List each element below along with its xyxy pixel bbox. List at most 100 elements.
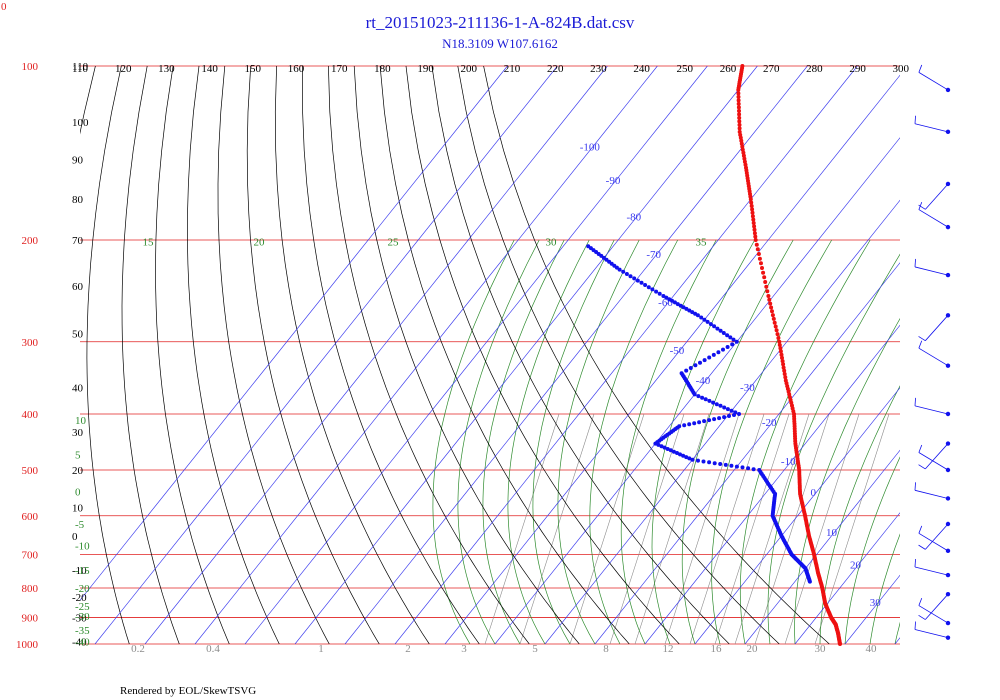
temperature-point [742,159,747,164]
moist-adiabat-line [557,239,640,644]
mixing-ratio-label: 0.2 [131,643,145,655]
dewpoint-point [711,352,716,357]
temperature-point [744,165,748,170]
dry-adiabat-top-label: 290 [849,63,866,75]
isotherm-line [394,66,858,644]
wind-barb-flag [918,204,926,210]
dry-adiabat-left-label: 0 [72,531,78,543]
isotherm-line [294,66,758,644]
dewpoint-point [662,445,667,450]
moist-adiabat-line [589,239,679,644]
temperature-point [750,210,755,215]
mixing-ratio-line [519,413,595,644]
temperature-point [751,221,756,225]
dewpoint-point [650,287,655,292]
temperature-point [739,138,744,143]
dewpoint-point [734,339,739,344]
dry-adiabat-top-label: 180 [374,63,391,75]
moist-adiabat-label: 20 [254,237,266,249]
isotherm-label: -90 [606,175,621,187]
mixing-ratio-label: 1 [318,643,324,655]
dry-adiabat-top-label: 300 [893,63,910,75]
temperature-point [769,305,774,310]
dewpoint-point [701,459,706,464]
pressure-tick-label: 100 [22,61,39,73]
temperature-point [737,126,742,131]
temperature-point [782,372,787,376]
wind-barb-flag [914,621,916,630]
dewpoint-point [632,276,637,281]
dewpoint-point [699,315,704,320]
dewpoint-point [675,451,679,455]
dewpoint-point [628,274,633,279]
temperature-point [737,112,742,117]
pressure-tick-label: 600 [22,511,39,523]
dry-adiabat-line [302,66,480,644]
isotherm-line [694,387,900,644]
wind-barb-staff [925,315,949,341]
isotherm-label: 30 [870,597,882,609]
dry-adiabat-top-label: 140 [201,63,218,75]
temperature-point [771,316,776,321]
mixing-ratio-label: 40 [866,643,878,655]
dewpoint-point [679,371,684,376]
wind-barb-flag [914,558,916,568]
dewpoint-point [675,302,680,307]
dewpoint-point [687,422,692,427]
isotherm-line [444,74,900,644]
dewpoint-point [711,400,716,405]
dry-adiabat-top-label: 220 [547,63,564,75]
mixing-ratio-lines [484,413,890,644]
temperature-point [750,207,755,212]
dry-adiabat-line [80,66,96,135]
dry-adiabat-top-label: 120 [115,63,132,75]
mixing-ratio-line [754,413,830,644]
dewpoint-point [681,453,686,458]
dry-adiabat-line [274,66,430,644]
isotherm-label: 0 [810,487,816,499]
wind-barb-staff [914,266,949,276]
temperature-point [775,332,780,337]
dewpoint-point [718,328,723,333]
dry-adiabat-top-label: 280 [806,63,823,75]
temperature-point [737,115,742,120]
temperature-point [778,346,783,351]
moist-adiabat-label: 35 [696,237,708,249]
pressure-tick-label: 200 [22,235,39,247]
dry-adiabat-line [187,66,280,644]
dry-adiabat-left-label: 30 [72,427,84,439]
wind-barb-flag [914,482,916,491]
dewpoint-point [697,420,702,425]
temperature-point [737,119,742,124]
dry-adiabat-top-label: 190 [417,63,434,75]
wind-barb-flag [918,64,923,73]
temperature-point [753,234,758,239]
mixing-ratio-line [784,413,860,644]
mixing-ratio-line [689,413,765,644]
pressure-tick-label: 900 [22,613,39,625]
temperature-point [779,352,784,357]
temperature-point [752,227,757,232]
temperature-point [781,365,786,370]
dewpoint-point [707,355,712,360]
dry-adiabat-line [246,66,380,644]
isotherm-lines [80,66,900,644]
temperature-point [740,144,745,149]
dewpoint-point [730,342,735,347]
temperature-point [783,375,788,380]
dry-adiabat-line [0,66,18,644]
dewpoint-point [725,345,730,349]
temperature-point [781,362,786,367]
dry-adiabat-line [121,66,180,644]
wind-barb-staff [914,489,949,499]
dewpoint-point [722,405,727,410]
dewpoint-point [693,363,698,368]
temperature-point [754,242,759,247]
dewpoint-point [737,412,741,416]
temperature-point [780,355,784,360]
temperature-point [770,309,774,314]
dry-adiabat-top-label: 110 [72,63,89,75]
mixing-ratio-line [609,413,685,644]
temperature-point [767,297,772,302]
moist-adiabat-left-label: 5 [75,449,81,461]
